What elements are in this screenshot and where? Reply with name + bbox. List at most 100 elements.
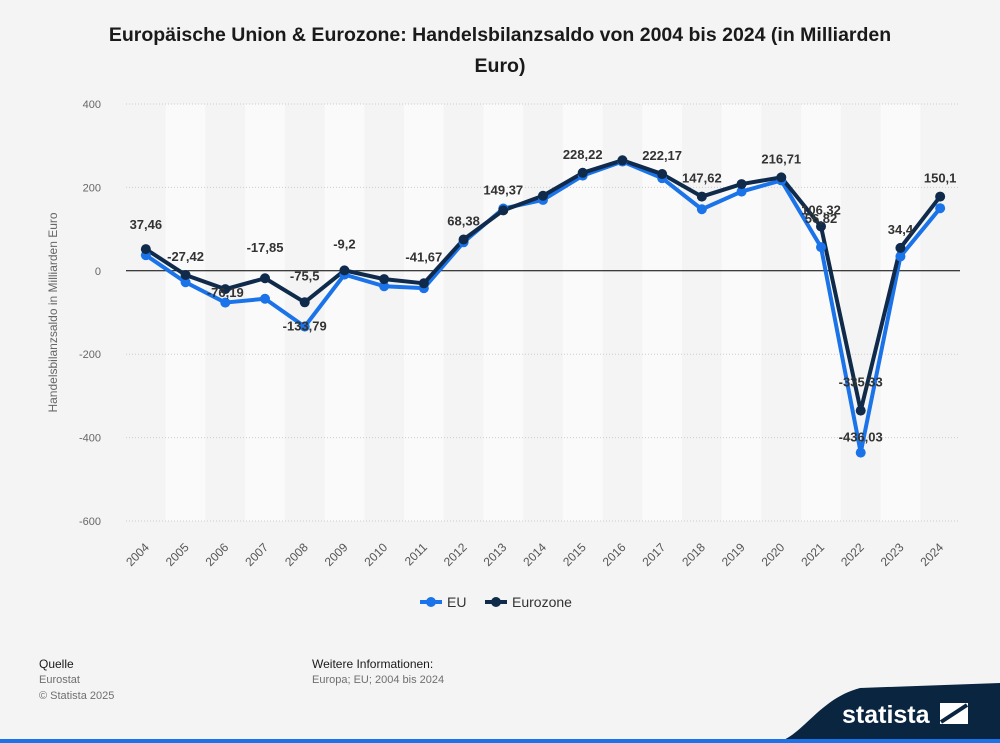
- info-heading: Weitere Informationen:: [312, 657, 434, 671]
- x-tick-label: 2012: [441, 540, 470, 569]
- y-tick-label: -600: [79, 516, 101, 528]
- column-band: [165, 104, 206, 521]
- x-tick-label: 2009: [322, 540, 351, 569]
- data-point-eu: [379, 281, 390, 292]
- data-point-eurozone: [776, 172, 787, 183]
- data-point-eurozone: [379, 274, 390, 285]
- data-point-eurozone: [617, 155, 628, 166]
- legend-label: Eurozone: [512, 594, 572, 610]
- data-label: 106,32: [801, 202, 841, 217]
- x-tick-label: 2021: [798, 540, 827, 569]
- data-point-eurozone: [498, 205, 509, 216]
- data-point-eurozone: [895, 242, 906, 253]
- x-tick-label: 2004: [123, 540, 152, 569]
- y-tick-label: 0: [95, 266, 101, 278]
- x-tick-label: 2006: [203, 540, 232, 569]
- x-tick-label: 2005: [163, 540, 192, 569]
- data-label: 147,62: [682, 171, 722, 186]
- data-label: -9,2: [333, 236, 355, 251]
- data-label: -133,79: [283, 319, 327, 334]
- data-label: -335,33: [839, 375, 883, 390]
- y-tick-label: 200: [83, 182, 101, 194]
- data-point-eurozone: [260, 273, 270, 284]
- y-axis-label: Handelsbilanzsaldo in Milliarden Euro: [46, 212, 60, 412]
- column-band: [642, 104, 682, 521]
- legend-swatch-marker: [426, 597, 436, 607]
- data-point-eu: [220, 297, 231, 308]
- data-label: -76,19: [207, 285, 244, 300]
- data-label: 150,1: [924, 171, 957, 186]
- source-text: Eurostat: [39, 674, 80, 686]
- y-tick-label: 400: [83, 99, 101, 111]
- column-band: [721, 104, 762, 521]
- data-point-eurozone: [180, 269, 191, 280]
- data-label: 216,71: [761, 151, 801, 166]
- copyright-text: © Statista 2025: [39, 690, 115, 702]
- data-label: 34,4: [888, 222, 914, 237]
- x-tick-label: 2020: [759, 540, 788, 569]
- x-tick-label: 2019: [719, 540, 748, 569]
- x-tick-label: 2023: [878, 540, 907, 569]
- data-point-eu: [299, 321, 310, 332]
- data-point-eurozone: [538, 190, 548, 201]
- info-block: Weitere Informationen: Europa; EU; 2004 …: [312, 656, 444, 688]
- data-point-eu: [260, 293, 270, 304]
- data-label: -41,67: [405, 249, 442, 264]
- info-text: Europa; EU; 2004 bis 2024: [312, 674, 445, 686]
- data-point-eurozone: [696, 191, 707, 202]
- data-point-eurozone: [736, 179, 747, 190]
- data-point-eurozone: [339, 265, 350, 276]
- data-point-eu: [935, 203, 946, 214]
- data-point-eurozone: [577, 167, 588, 178]
- data-point-eurozone: [299, 297, 310, 308]
- x-tick-label: 2016: [600, 540, 629, 569]
- y-tick-label: -200: [79, 349, 101, 361]
- legend-label: EU: [447, 594, 466, 610]
- data-label: 68,38: [447, 214, 480, 229]
- x-tick-label: 2015: [560, 540, 589, 569]
- data-label: 228,22: [563, 147, 603, 162]
- data-label: -436,03: [839, 430, 883, 445]
- data-point-eurozone: [220, 284, 231, 295]
- data-label: 56,82: [805, 211, 838, 226]
- column-band: [245, 104, 285, 521]
- data-point-eu: [696, 204, 707, 215]
- data-point-eu: [736, 186, 747, 197]
- data-point-eu: [895, 251, 906, 262]
- x-tick-label: 2008: [282, 540, 311, 569]
- x-tick-label: 2013: [481, 540, 510, 569]
- data-point-eurozone: [935, 191, 946, 202]
- data-label: -27,42: [167, 249, 204, 264]
- x-tick-label: 2007: [242, 540, 271, 569]
- column-band: [324, 104, 365, 521]
- source-block: Quelle Eurostat © Statista 2025: [39, 656, 114, 704]
- data-point-eu: [855, 447, 866, 458]
- x-tick-label: 2014: [520, 540, 549, 569]
- x-tick-label: 2011: [402, 540, 430, 568]
- x-tick-label: 2010: [361, 540, 390, 569]
- data-label: 149,37: [483, 183, 523, 198]
- x-tick-label: 2017: [639, 540, 668, 569]
- column-band: [404, 104, 444, 521]
- x-tick-label: 2022: [838, 540, 867, 569]
- column-band: [483, 104, 524, 521]
- source-heading: Quelle: [39, 657, 74, 671]
- data-point-eurozone: [657, 169, 668, 180]
- legend-swatch-marker: [491, 597, 501, 607]
- data-point-eurozone: [855, 405, 866, 416]
- data-label: -17,85: [247, 240, 284, 255]
- data-label: 222,17: [642, 148, 682, 163]
- data-label: -75,5: [290, 268, 320, 283]
- x-tick-label: 2018: [679, 540, 708, 569]
- data-point-eu: [180, 277, 191, 288]
- chart-title: Europäische Union & Eurozone: Handelsbil…: [108, 24, 892, 77]
- data-point-eurozone: [816, 221, 826, 232]
- y-tick-label: -400: [79, 433, 101, 445]
- data-point-eurozone: [140, 244, 151, 255]
- data-point-eurozone: [418, 278, 429, 289]
- data-point-eurozone: [458, 234, 469, 245]
- x-tick-label: 2024: [917, 540, 946, 569]
- data-point-eu: [816, 242, 826, 253]
- data-label: 37,46: [130, 217, 163, 232]
